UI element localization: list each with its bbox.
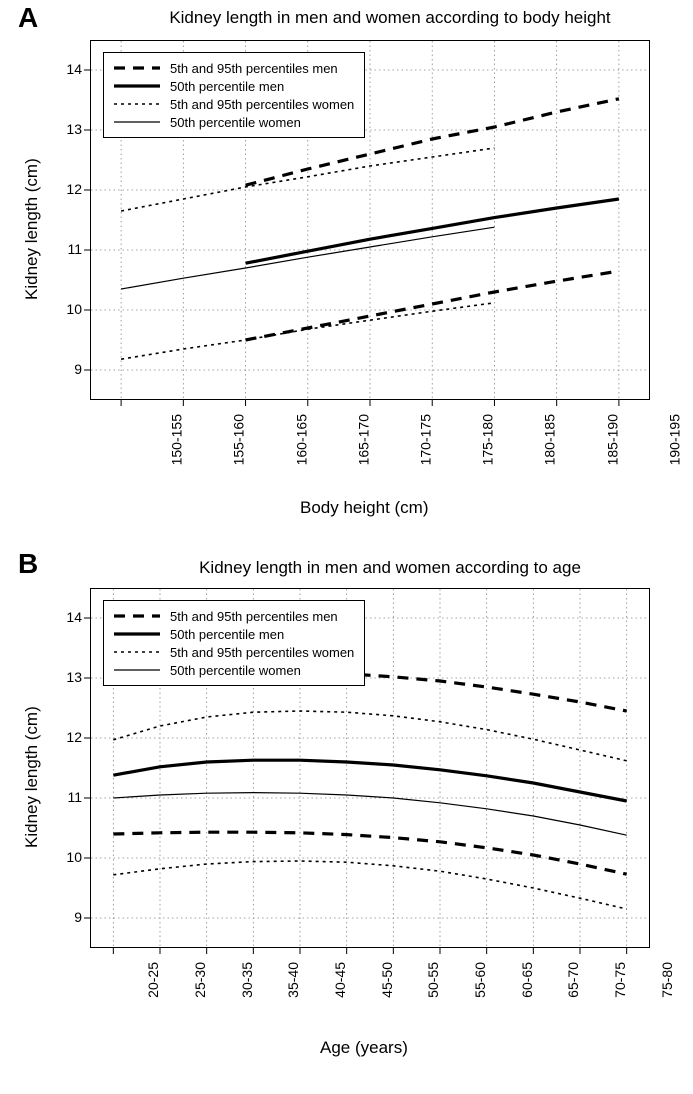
panel-a-legend: 5th and 95th percentiles men 50th percent… xyxy=(103,52,365,138)
xtick-label: 75-80 xyxy=(658,962,674,998)
legend-line-sample xyxy=(112,61,162,75)
legend-label: 50th percentile women xyxy=(170,663,301,678)
legend-label: 5th and 95th percentiles men xyxy=(170,609,338,624)
legend-item: 50th percentile men xyxy=(112,77,354,95)
panel-a-xlabel: Body height (cm) xyxy=(300,498,429,518)
ytick-label: 11 xyxy=(42,789,82,805)
legend-line-sample xyxy=(112,79,162,93)
legend-label: 50th percentile men xyxy=(170,79,284,94)
legend-line-sample xyxy=(112,115,162,129)
legend-line-sample xyxy=(112,645,162,659)
legend-item: 50th percentile women xyxy=(112,113,354,131)
legend-line-sample xyxy=(112,609,162,623)
panel-a-title: Kidney length in men and women according… xyxy=(110,8,670,28)
panel-b-legend: 5th and 95th percentiles men 50th percent… xyxy=(103,600,365,686)
xtick-label: 160-165 xyxy=(293,414,309,465)
legend-item: 5th and 95th percentiles women xyxy=(112,95,354,113)
xtick-label: 170-175 xyxy=(417,414,433,465)
panel-a-label: A xyxy=(18,2,38,34)
xtick-label: 35-40 xyxy=(285,962,301,998)
legend-label: 50th percentile women xyxy=(170,115,301,130)
legend-label: 5th and 95th percentiles women xyxy=(170,645,354,660)
ytick-label: 14 xyxy=(42,609,82,625)
panel-b-title: Kidney length in men and women according… xyxy=(110,558,670,578)
legend-label: 50th percentile men xyxy=(170,627,284,642)
ytick-label: 13 xyxy=(42,669,82,685)
xtick-label: 60-65 xyxy=(518,962,534,998)
ytick-label: 13 xyxy=(42,121,82,137)
xtick-label: 30-35 xyxy=(238,962,254,998)
xtick-label: 165-170 xyxy=(355,414,371,465)
figure: A Kidney length in men and women accordi… xyxy=(0,0,693,1094)
legend-item: 5th and 95th percentiles men xyxy=(112,607,354,625)
xtick-label: 50-55 xyxy=(425,962,441,998)
ytick-label: 9 xyxy=(42,909,82,925)
xtick-label: 70-75 xyxy=(612,962,628,998)
xtick-label: 150-155 xyxy=(169,414,185,465)
xtick-label: 190-195 xyxy=(666,414,682,465)
xtick-label: 40-45 xyxy=(332,962,348,998)
xtick-label: 55-60 xyxy=(472,962,488,998)
panel-a: A Kidney length in men and women accordi… xyxy=(0,0,693,548)
ytick-label: 10 xyxy=(42,849,82,865)
xtick-label: 175-180 xyxy=(480,414,496,465)
xtick-label: 155-160 xyxy=(231,414,247,465)
legend-item: 5th and 95th percentiles men xyxy=(112,59,354,77)
legend-item: 5th and 95th percentiles women xyxy=(112,643,354,661)
panel-b: B Kidney length in men and women accordi… xyxy=(0,548,693,1094)
ytick-label: 9 xyxy=(42,361,82,377)
ytick-label: 14 xyxy=(42,61,82,77)
ytick-label: 12 xyxy=(42,181,82,197)
legend-line-sample xyxy=(112,663,162,677)
xtick-label: 20-25 xyxy=(145,962,161,998)
xtick-label: 180-185 xyxy=(542,414,558,465)
legend-label: 5th and 95th percentiles men xyxy=(170,61,338,76)
panel-b-label: B xyxy=(18,548,38,580)
xtick-label: 65-70 xyxy=(565,962,581,998)
panel-a-ylabel: Kidney length (cm) xyxy=(22,158,42,300)
ytick-label: 12 xyxy=(42,729,82,745)
legend-line-sample xyxy=(112,97,162,111)
panel-b-xlabel: Age (years) xyxy=(320,1038,408,1058)
panel-b-ylabel: Kidney length (cm) xyxy=(22,706,42,848)
legend-line-sample xyxy=(112,627,162,641)
legend-item: 50th percentile men xyxy=(112,625,354,643)
legend-label: 5th and 95th percentiles women xyxy=(170,97,354,112)
xtick-label: 45-50 xyxy=(378,962,394,998)
legend-item: 50th percentile women xyxy=(112,661,354,679)
ytick-label: 10 xyxy=(42,301,82,317)
xtick-label: 185-190 xyxy=(604,414,620,465)
xtick-label: 25-30 xyxy=(192,962,208,998)
ytick-label: 11 xyxy=(42,241,82,257)
